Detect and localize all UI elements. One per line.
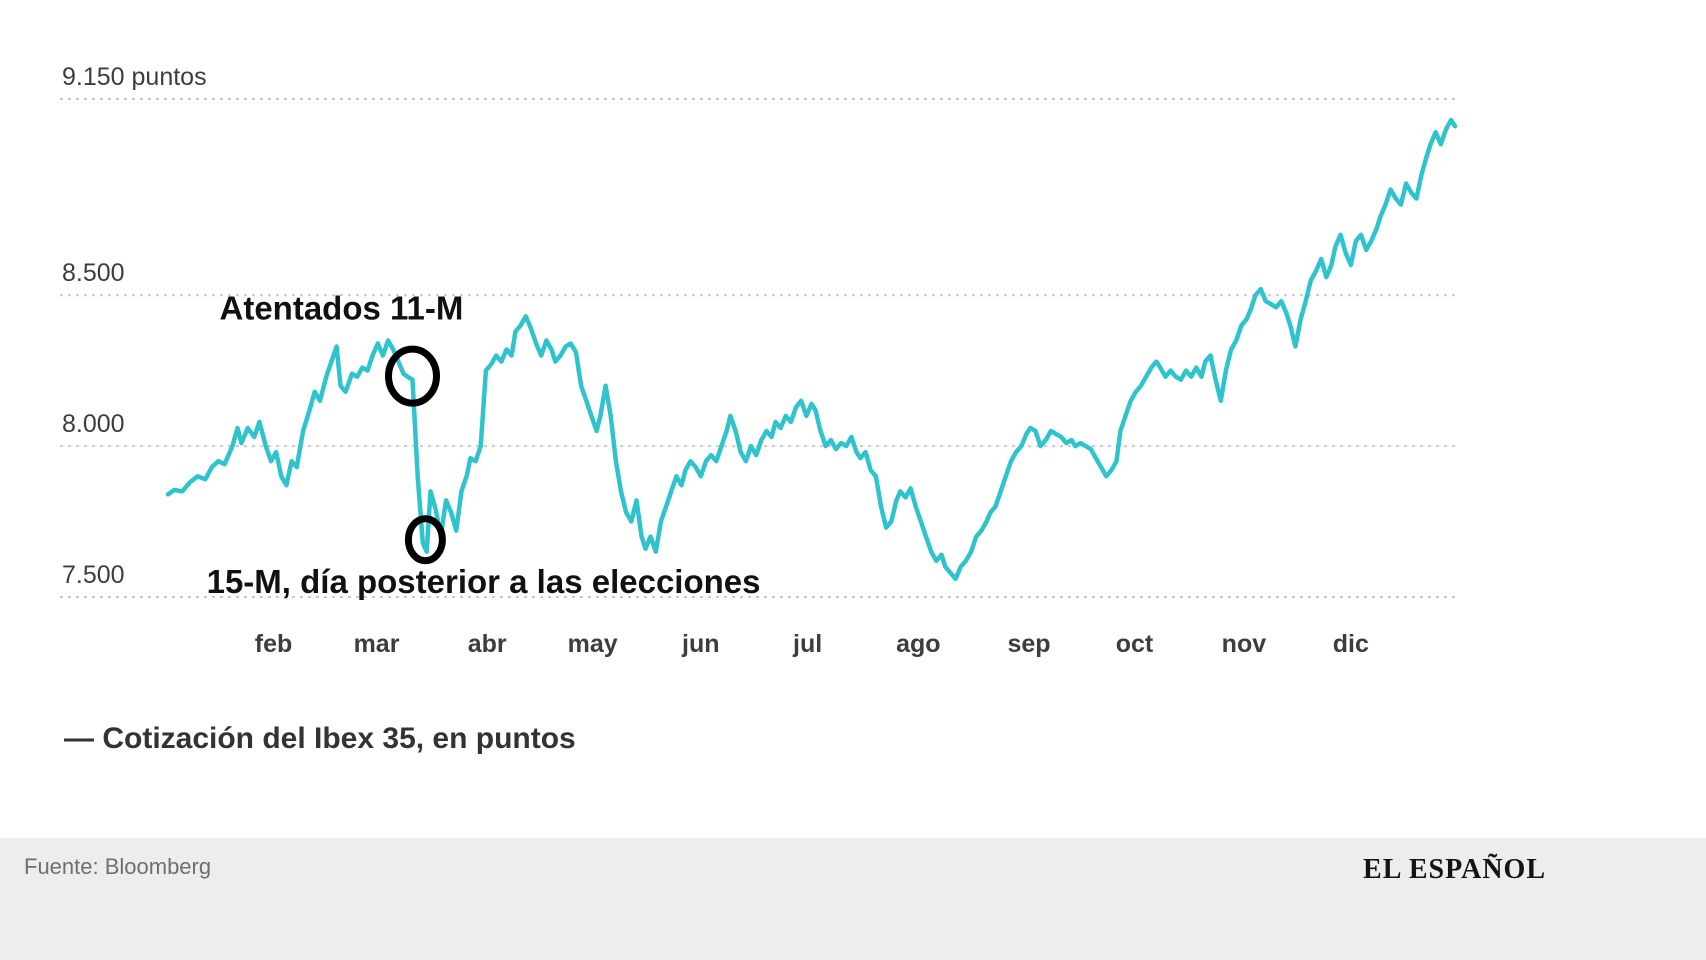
y-axis-label: 8.000 — [62, 410, 125, 438]
x-axis-label-sep: sep — [1007, 630, 1050, 658]
el-espanol-logo: EL ESPAÑOL — [1363, 854, 1546, 885]
x-axis-label-nov: nov — [1222, 630, 1267, 658]
x-axis-label-oct: oct — [1116, 630, 1154, 658]
x-axis-label-jun: jun — [681, 630, 720, 658]
source-credit: Fuente: Bloomberg — [24, 854, 212, 879]
annotation-text-1: Atentados 11-M — [220, 289, 464, 326]
x-axis-label-may: may — [568, 630, 618, 658]
x-axis-label-mar: mar — [354, 630, 400, 658]
x-axis-label-feb: feb — [255, 630, 293, 658]
annotation-circle-1 — [385, 345, 440, 407]
x-axis-label-jul: jul — [792, 630, 822, 658]
annotation-text-2: 15-M, día posterior a las elecciones — [207, 563, 761, 600]
footer-bar: Fuente: Bloomberg EL ESPAÑOL — [0, 838, 1706, 960]
y-axis-label: 7.500 — [62, 561, 125, 589]
y-axis-label: 8.500 — [62, 259, 125, 287]
x-axis-label-abr: abr — [468, 630, 507, 658]
annotation-circle-2 — [404, 515, 446, 565]
ibex35-series-line — [165, 117, 1458, 582]
x-axis-label-dic: dic — [1333, 630, 1369, 658]
x-axis-label-ago: ago — [896, 630, 940, 658]
chart-legend: — Cotización del Ibex 35, en puntos — [64, 722, 576, 755]
ibex-35-line-chart: 9.150 puntos 8.500 8.000 7.500 feb mar abr may j… — [60, 63, 1458, 658]
y-axis-label: 9.150 puntos — [62, 63, 207, 91]
